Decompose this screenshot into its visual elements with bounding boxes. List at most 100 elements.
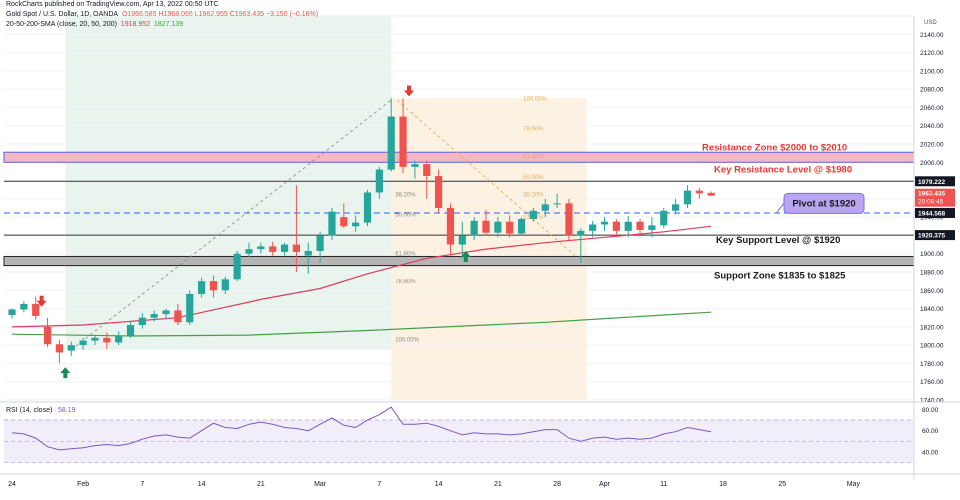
price-tick-label: 2040.00 xyxy=(920,123,944,130)
countdown-text: 20:09:45 xyxy=(918,199,944,206)
price-tick-label: 2120.00 xyxy=(920,50,944,57)
rsi-tick-label: 40.00 xyxy=(922,450,939,457)
price-tick-label: 1820.00 xyxy=(920,324,944,331)
pivot-tag xyxy=(915,207,955,218)
rsi-label: RSI (14, close) xyxy=(6,407,52,414)
price-tick-label: 1760.00 xyxy=(920,379,944,386)
candle-body xyxy=(55,344,63,353)
symbol-line: Gold Spot / U.S. Dollar, 1D, OANDA O1966… xyxy=(6,11,318,18)
candle-body xyxy=(221,279,229,291)
sma-legend[interactable]: 20-50-200-SMA (close, 20, 50, 200) 1918.… xyxy=(6,21,183,28)
candle-body xyxy=(126,325,135,336)
date-tick-label: 25 xyxy=(778,481,786,488)
candle-body xyxy=(91,337,99,341)
sell-arrow-icon xyxy=(36,295,47,307)
key-support-tag xyxy=(915,230,955,241)
candle-body xyxy=(375,169,383,193)
candle-body xyxy=(257,246,265,250)
candle-body xyxy=(328,211,336,236)
price-tick-label: 1800.00 xyxy=(920,343,944,350)
pivot-tag-text: 1944.568 xyxy=(918,210,945,217)
publisher-line: RockCharts published on TradingView.com,… xyxy=(6,1,219,8)
symbol-title: Gold Spot / U.S. Dollar, 1D, OANDA xyxy=(6,11,119,18)
date-tick-label: 7 xyxy=(377,481,381,488)
price-tick-label: 1900.00 xyxy=(920,251,944,258)
candle-body xyxy=(494,221,502,233)
candle-body xyxy=(435,176,443,208)
key-support-label: Key Support Level @ $1920 xyxy=(716,235,840,246)
rally-range-shade xyxy=(65,16,392,350)
candle-body xyxy=(198,281,206,294)
fib-level-label: 61.80% xyxy=(523,154,544,160)
buy-arrow-icon xyxy=(460,250,471,262)
candle-body xyxy=(186,293,194,323)
price-tick-label: 1940.00 xyxy=(920,215,944,222)
date-tick-label: 28 xyxy=(553,481,561,488)
sma-legend-label: 20-50-200-SMA (close, 20, 50, 200) xyxy=(6,21,117,28)
fib-level-label: 38.20% xyxy=(395,192,416,198)
date-tick-label: 21 xyxy=(257,481,265,488)
candle-body xyxy=(399,116,407,167)
price-tick-label: 1740.00 xyxy=(920,398,944,405)
candle-body xyxy=(174,310,182,323)
candle-body xyxy=(103,337,111,343)
candle-body xyxy=(470,220,478,236)
candle-body xyxy=(115,336,123,343)
candle-body xyxy=(363,192,372,223)
rsi-tick-label: 60.00 xyxy=(922,428,939,435)
support-zone-band xyxy=(3,255,915,267)
axis-unit-label: USD xyxy=(924,20,937,26)
candle-body xyxy=(600,221,609,225)
candle-body xyxy=(707,192,715,196)
candle-body xyxy=(695,190,703,194)
current-price-text: 1963.435 xyxy=(918,191,945,198)
key-support-tag-text: 1920.375 xyxy=(918,233,945,240)
fib-level-label: 50.00% xyxy=(523,175,544,181)
candle-body xyxy=(138,317,146,326)
fib-level-label: 78.60% xyxy=(523,126,544,132)
date-tick-label: Feb xyxy=(77,481,89,488)
date-tick-label: 21 xyxy=(494,481,502,488)
sma-200-line xyxy=(11,311,712,337)
candle-body xyxy=(162,310,170,315)
candle-body xyxy=(43,326,52,345)
candle-body xyxy=(209,281,218,291)
fib-level-label: 100.00% xyxy=(523,96,547,102)
candle-body xyxy=(577,230,585,236)
candle-body xyxy=(683,190,692,205)
buy-arrow-icon xyxy=(60,367,71,379)
candle-body xyxy=(506,221,514,234)
candle-body xyxy=(340,217,348,227)
candle-body xyxy=(8,309,16,315)
price-tick-label: 1840.00 xyxy=(920,306,944,313)
candle-body xyxy=(636,221,644,230)
key-resistance-label: Key Resistance Level @ $1980 xyxy=(714,165,852,176)
candle-body xyxy=(482,220,490,233)
candle-body xyxy=(150,314,158,318)
candle-body xyxy=(304,250,312,256)
sma-50-line xyxy=(11,225,712,328)
price-tick-label: 2080.00 xyxy=(920,87,944,94)
candle-body xyxy=(411,164,419,167)
candle-body xyxy=(423,164,431,176)
date-tick-label: 11 xyxy=(660,481,667,488)
date-tick-label: 18 xyxy=(719,481,727,488)
candle-body xyxy=(529,210,537,219)
candle-body xyxy=(612,221,620,231)
candle-body xyxy=(458,235,466,245)
fib-level-label: 61.80% xyxy=(395,252,416,258)
price-tick-label: 2100.00 xyxy=(920,68,944,75)
date-tick-label: Mar xyxy=(314,481,327,488)
candle-body xyxy=(20,304,28,310)
rsi-tick-label: 80.00 xyxy=(922,407,939,414)
candle-body xyxy=(245,249,253,254)
ohlc-values: O1966.585 H1968.065 L1962.955 C1963.435 … xyxy=(121,11,319,18)
sma-legend-value-2: 1827.139 xyxy=(153,21,184,28)
date-tick-label: 24 xyxy=(8,481,16,488)
candle-body xyxy=(32,304,40,316)
candle-body xyxy=(541,204,549,211)
support-zone-label: Support Zone $1835 to $1825 xyxy=(714,271,846,282)
candle-body xyxy=(67,345,75,351)
